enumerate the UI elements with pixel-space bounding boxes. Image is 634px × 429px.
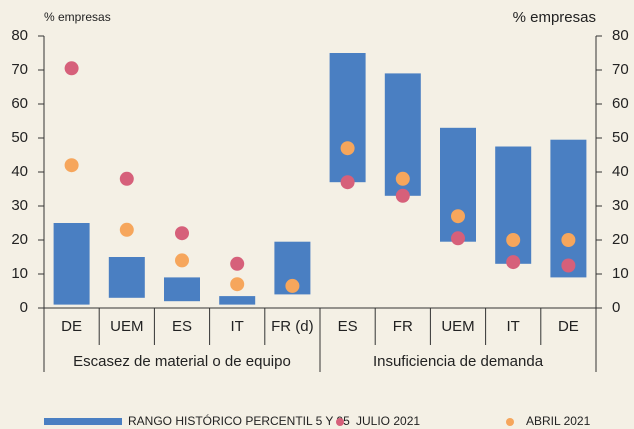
dot (561, 233, 576, 247)
dot (230, 256, 245, 271)
range-bar (329, 53, 366, 183)
legend-swatch (506, 418, 514, 426)
dot (64, 61, 79, 76)
x-tick-label: DE (61, 318, 82, 335)
dot (175, 226, 189, 241)
dot (230, 277, 245, 292)
dot (395, 188, 410, 203)
y-tick-label: 0 (20, 299, 28, 316)
y2-tick-label: 0 (612, 299, 620, 316)
legend-swatch (44, 418, 122, 425)
legend-label: JULIO 2021 (356, 414, 420, 428)
x-tick-label: FR (393, 318, 413, 335)
y2-tick-label: 10 (612, 265, 629, 282)
y-tick-label: 10 (11, 265, 28, 282)
dot (451, 209, 465, 224)
x-tick-label: DE (558, 318, 579, 335)
y-tick-label: 70 (11, 61, 28, 78)
dot (285, 278, 300, 293)
range-bar (53, 223, 90, 305)
y-tick-label: 80 (11, 27, 28, 44)
y2-tick-label: 50 (612, 129, 629, 146)
y-tick-label: 30 (11, 197, 28, 214)
dot (395, 171, 410, 186)
range-bar (219, 296, 256, 305)
y-tick-label: 20 (11, 231, 28, 248)
y-tick-label: 60 (11, 95, 28, 112)
group-label: Insuficiencia de demanda (373, 353, 544, 370)
dot (119, 171, 134, 186)
range-bar (550, 139, 587, 278)
dot (451, 231, 465, 246)
x-tick-label: IT (231, 318, 244, 335)
x-tick-label: ES (172, 318, 192, 335)
x-tick-label: IT (507, 318, 520, 335)
x-tick-label: ES (338, 318, 358, 335)
range-bar (108, 257, 145, 298)
dot (175, 253, 189, 268)
x-tick-label: FR (d) (271, 318, 314, 335)
dot (561, 258, 576, 273)
dot (119, 222, 134, 237)
y2-tick-label: 30 (612, 197, 629, 214)
legend-label: ABRIL 2021 (526, 414, 591, 428)
y2-tick-label: 20 (612, 231, 629, 248)
dot (506, 233, 521, 247)
y-tick-label: 40 (11, 163, 28, 180)
y2-tick-label: 60 (612, 95, 629, 112)
range-bar (440, 127, 476, 242)
legend-label: RANGO HISTÓRICO PERCENTIL 5 Y 95 (128, 413, 350, 428)
dot (340, 175, 355, 190)
y-tick-label: 50 (11, 129, 28, 146)
dot (340, 141, 355, 156)
y2-tick-label: 70 (612, 61, 629, 78)
legend-swatch (336, 418, 344, 426)
dot (64, 158, 79, 173)
x-tick-label: UEM (110, 318, 143, 335)
range-bar (164, 277, 200, 302)
y-axis-label: % empresas (44, 10, 111, 24)
y2-axis-label: % empresas (513, 9, 596, 26)
y2-tick-label: 80 (612, 27, 629, 44)
group-label: Escasez de material o de equipo (73, 353, 291, 370)
y2-tick-label: 40 (612, 163, 629, 180)
x-tick-label: UEM (441, 318, 474, 335)
dot (506, 255, 521, 270)
